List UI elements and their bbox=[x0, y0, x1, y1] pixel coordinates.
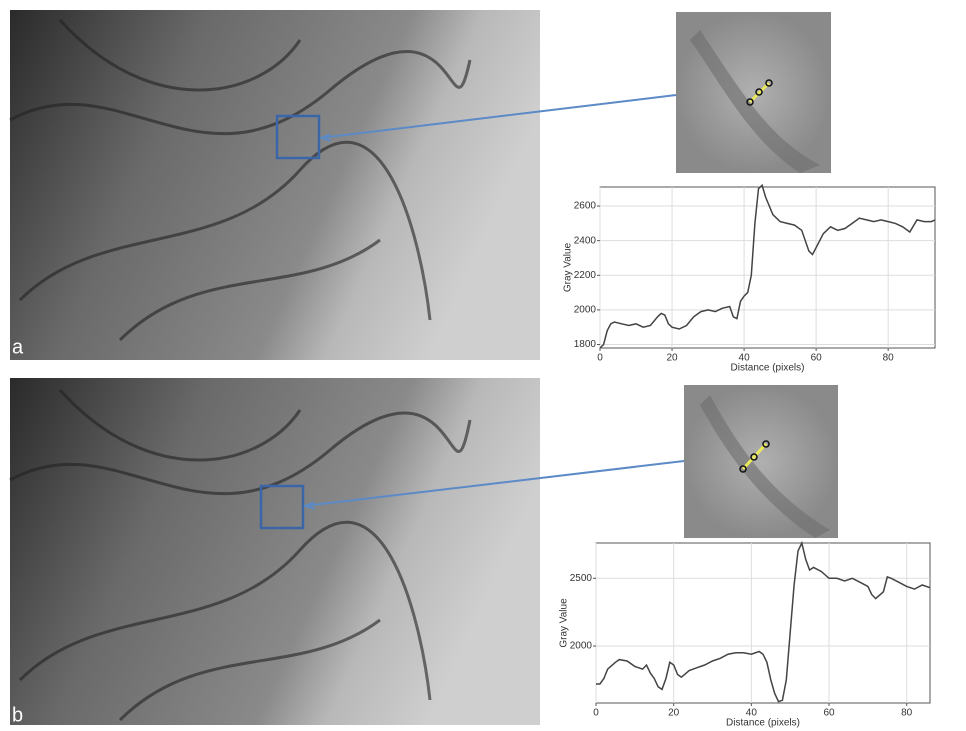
x-tick-label: 80 bbox=[883, 353, 895, 364]
panel-label: b bbox=[12, 704, 23, 726]
y-tick-label: 2000 bbox=[570, 641, 593, 652]
y-axis-label: Gray Value bbox=[563, 242, 574, 292]
plot-area bbox=[599, 186, 936, 349]
x-tick-label: 60 bbox=[823, 708, 835, 719]
panel-label: a bbox=[12, 336, 24, 358]
x-axis-label: Distance (pixels) bbox=[726, 718, 800, 729]
x-tick-label: 40 bbox=[739, 353, 751, 364]
x-axis-label: Distance (pixels) bbox=[731, 363, 805, 374]
y-tick-label: 2600 bbox=[574, 201, 597, 212]
plot-area bbox=[595, 542, 931, 704]
x-tick-label: 0 bbox=[597, 353, 603, 364]
x-tick-label: 20 bbox=[666, 353, 678, 364]
xray-a bbox=[9, 10, 831, 360]
data-line bbox=[599, 183, 936, 349]
y-tick-label: 2500 bbox=[570, 573, 593, 584]
x-tick-label: 20 bbox=[668, 708, 680, 719]
y-tick-label: 2400 bbox=[574, 235, 597, 246]
y-tick-label: 2200 bbox=[574, 270, 597, 281]
x-tick-label: 0 bbox=[593, 708, 599, 719]
x-tick-label: 60 bbox=[811, 353, 823, 364]
x-tick-label: 40 bbox=[746, 708, 758, 719]
y-tick-label: 2000 bbox=[574, 305, 597, 316]
data-line bbox=[596, 540, 931, 703]
y-tick-label: 1800 bbox=[574, 339, 597, 350]
y-axis-label: Gray Value bbox=[559, 598, 570, 648]
x-tick-label: 80 bbox=[901, 708, 913, 719]
xray-b bbox=[9, 378, 838, 725]
